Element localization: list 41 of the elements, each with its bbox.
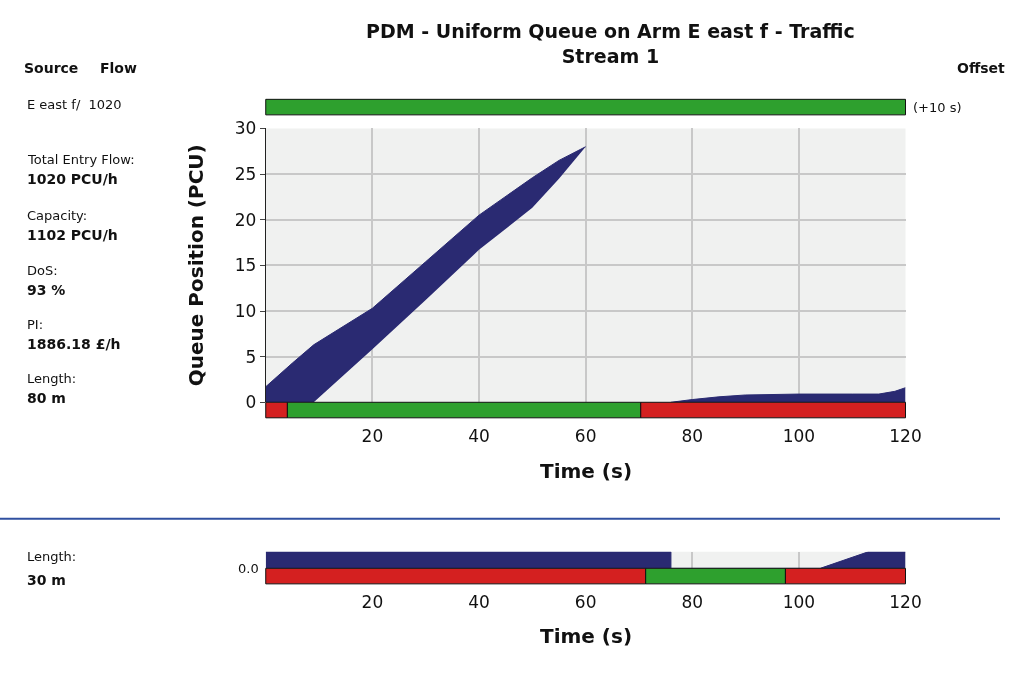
x-axis-title: Time (s)	[540, 624, 633, 648]
x-tick-label: 40	[468, 592, 490, 613]
y-tick-label: 15	[234, 255, 257, 276]
x-tick-label: 60	[574, 592, 597, 613]
x-tick-label: 80	[681, 592, 704, 613]
text: Length:	[27, 549, 77, 564]
text: 1020 PCU/h	[27, 171, 118, 187]
y-tick-label: 25	[234, 164, 257, 185]
text: (+10 s)	[913, 100, 962, 115]
text: Total Entry Flow:	[27, 152, 135, 167]
y-tick-label: 5	[245, 346, 257, 367]
x-tick-label: 20	[361, 592, 384, 613]
text: 1102 PCU/h	[27, 227, 118, 243]
y-tick-label: 20	[234, 209, 257, 230]
x-tick-label: 100	[782, 426, 816, 447]
x-tick-label: 120	[889, 592, 922, 613]
text: DoS:	[27, 263, 58, 278]
text: 0.0	[238, 561, 259, 576]
text: Offset	[957, 60, 1006, 76]
text: Capacity:	[27, 208, 88, 223]
x-tick-label: 20	[361, 426, 384, 447]
text: E east f/ 1020	[27, 97, 122, 112]
x-tick-label: 60	[574, 426, 597, 447]
y-tick-label: 10	[234, 300, 257, 321]
x-tick-label: 100	[782, 592, 816, 613]
text: PI:	[27, 317, 44, 332]
y-tick-label: 0	[245, 392, 257, 413]
x-axis-title: Time (s)	[540, 459, 633, 483]
x-tick-label: 120	[889, 426, 922, 447]
y-tick-label: 30	[234, 118, 257, 139]
text: 1886.18 £/h	[27, 336, 121, 352]
text: Length:	[27, 371, 77, 386]
x-tick-label: 40	[468, 426, 490, 447]
text: Source	[24, 60, 79, 76]
text: 80 m	[27, 390, 66, 406]
text: Flow	[100, 60, 137, 76]
text: 30 m	[27, 572, 66, 588]
x-tick-label: 80	[681, 426, 704, 447]
y-axis-title: Queue Position (PCU)	[184, 144, 209, 387]
chart-title: PDM - Uniform Queue on Arm E east f - Traffic Stream 1	[366, 20, 855, 67]
text: 93 %	[27, 282, 66, 298]
